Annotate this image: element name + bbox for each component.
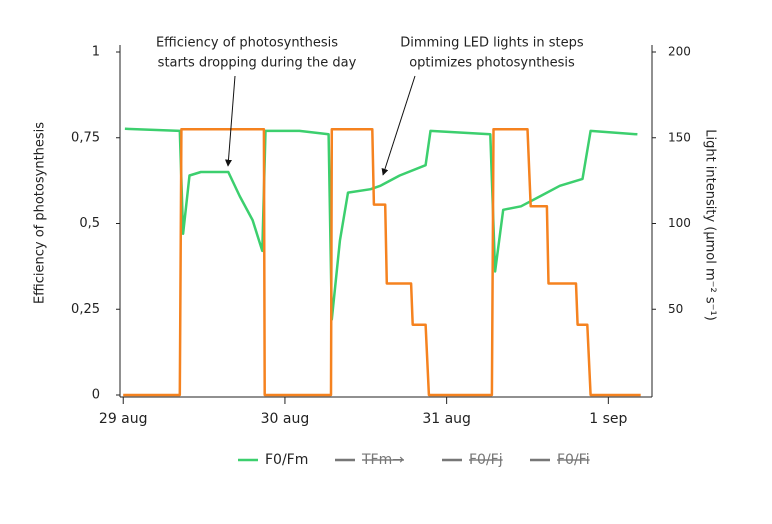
annotation: Efficiency of photosynthesis [156, 36, 338, 51]
x-tick-label: 1 sep [589, 411, 627, 427]
annotation-arrow [224, 75, 236, 167]
y-tick-label: 0 [92, 388, 100, 403]
y-tick-label: 0,5 [79, 216, 100, 231]
y2-tick-label: 50 [668, 302, 683, 316]
plot-area [123, 127, 641, 397]
y-tick-label: 0,25 [71, 302, 100, 317]
annotation: Dimming LED lights in steps [400, 36, 584, 51]
x-tick-label: 31 aug [422, 411, 471, 427]
data-line [123, 127, 641, 397]
legend-label[interactable]: F0/Fj [469, 452, 503, 468]
data-line [124, 127, 638, 321]
y2-tick-label: 150 [668, 130, 691, 144]
legend-label[interactable]: F0/Fm [265, 452, 308, 468]
y2-tick-label: 200 [668, 45, 691, 59]
x-tick-label: 29 aug [99, 411, 148, 427]
y2-axis-label: Light intensity (µmol m⁻² s⁻¹) [703, 129, 718, 321]
legend-label[interactable]: TFm→ [361, 452, 404, 468]
annotation: starts dropping during the day [158, 56, 357, 71]
y-axis-label: Efficiency of photosynthesis [33, 122, 48, 304]
annotation-arrow [381, 75, 416, 176]
y-tick-label: 1 [92, 45, 100, 60]
legend-label[interactable]: F0/Fi [557, 452, 590, 468]
annotation: optimizes photosynthesis [409, 56, 575, 71]
x-tick-label: 30 aug [261, 411, 310, 427]
y2-tick-label: 100 [668, 216, 691, 230]
y-tick-label: 0,75 [71, 130, 100, 145]
